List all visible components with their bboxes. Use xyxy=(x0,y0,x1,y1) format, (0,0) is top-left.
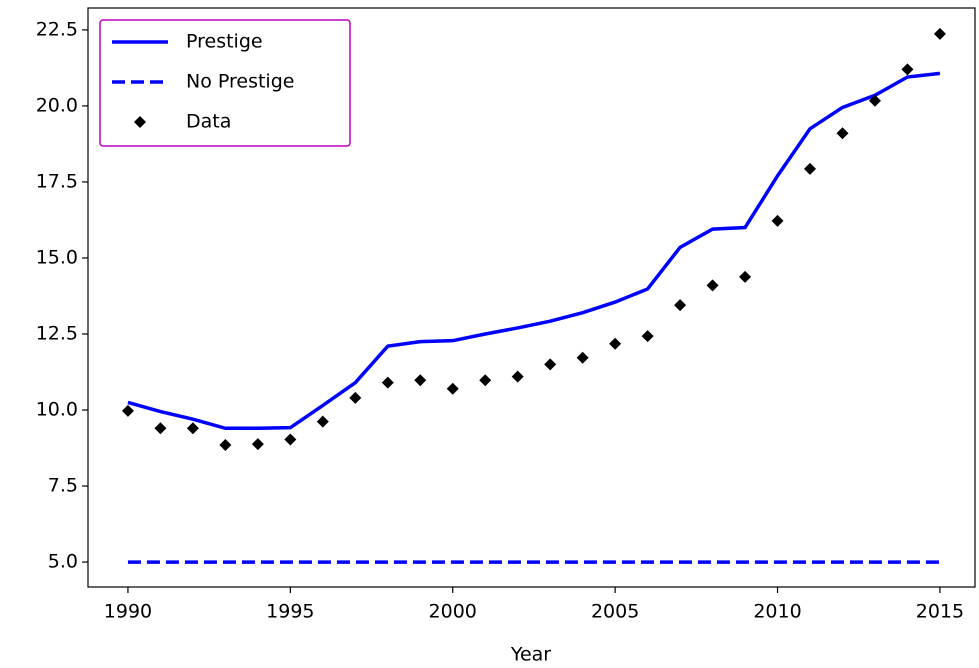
data-point xyxy=(154,422,167,435)
x-tick-label: 2005 xyxy=(591,601,639,623)
data-point xyxy=(381,376,394,389)
y-tick-label: 10.0 xyxy=(36,399,78,421)
y-tick-label: 22.5 xyxy=(36,18,78,40)
y-tick-label: 12.5 xyxy=(36,322,78,344)
data-point xyxy=(933,27,946,40)
data-point xyxy=(901,63,914,76)
data-point xyxy=(771,214,784,227)
y-tick-label: 7.5 xyxy=(48,475,78,497)
data-point xyxy=(251,438,264,451)
y-tick-label: 15.0 xyxy=(36,246,78,268)
data-point xyxy=(609,337,622,350)
data-point xyxy=(414,374,427,387)
data-point xyxy=(739,270,752,283)
x-tick-label: 2000 xyxy=(429,601,477,623)
x-tick-label: 1990 xyxy=(104,601,152,623)
legend-box xyxy=(99,19,351,147)
x-tick-label: 1995 xyxy=(266,601,314,623)
data-point xyxy=(284,433,297,446)
data-point xyxy=(674,299,687,312)
legend-label: Prestige xyxy=(186,31,263,53)
legend-marker xyxy=(134,116,146,128)
data-point xyxy=(641,330,654,343)
x-tick-label: 2010 xyxy=(753,601,801,623)
data-point xyxy=(511,370,524,383)
plot-frame xyxy=(87,7,976,588)
data-point xyxy=(316,415,329,428)
data-point xyxy=(186,422,199,435)
data-point xyxy=(446,382,459,395)
data-point xyxy=(349,391,362,404)
y-tick-label: 20.0 xyxy=(36,94,78,116)
series-line xyxy=(127,71,941,431)
y-tick-label: 5.0 xyxy=(48,551,78,573)
data-point xyxy=(706,279,719,292)
legend-label: Data xyxy=(186,111,231,133)
data-point xyxy=(219,438,232,451)
data-point xyxy=(576,351,589,364)
legend-label: No Prestige xyxy=(186,71,294,93)
data-point xyxy=(868,94,881,107)
data-point xyxy=(479,374,492,387)
y-tick-label: 17.5 xyxy=(36,170,78,192)
data-point xyxy=(836,127,849,140)
data-point xyxy=(804,162,817,175)
x-axis-label: Year xyxy=(510,644,551,666)
data-point xyxy=(121,404,134,417)
x-tick-label: 2015 xyxy=(916,601,964,623)
data-point xyxy=(544,358,557,371)
